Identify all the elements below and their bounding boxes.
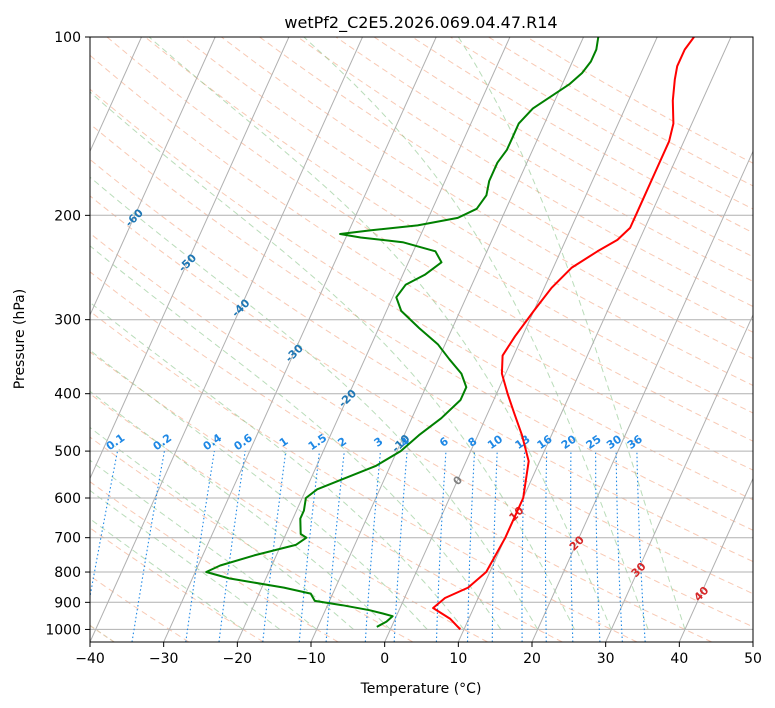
x-tick-label: 30 — [597, 651, 615, 667]
isotherm-gridline — [90, 37, 216, 317]
isotherm-gridline — [678, 477, 753, 642]
y-tick-label: 400 — [54, 387, 81, 403]
y-tick-label: 100 — [54, 30, 81, 46]
y-tick-label: 900 — [54, 595, 81, 611]
dry-adiabat — [221, 37, 753, 360]
y-tick-label: 800 — [54, 565, 81, 581]
y-axis: 100 200 300 400 500 600 700 800 900 1000 — [45, 30, 90, 638]
mixing-ratio-line — [364, 451, 382, 642]
isotherm-gridline — [90, 37, 363, 642]
mixing-ratio-line — [262, 451, 287, 642]
dry-adiabat — [90, 310, 638, 642]
y-axis-label: Pressure (hPa) — [12, 289, 28, 389]
dry-adiabat — [90, 232, 753, 628]
x-axis-label: Temperature (°C) — [360, 681, 482, 697]
dewpoint-profile-line — [205, 37, 600, 628]
mixing-ratio-line — [185, 451, 215, 642]
x-tick-label: −30 — [149, 651, 179, 667]
dry-adiabat — [90, 88, 753, 501]
moist-adiabat — [90, 426, 354, 630]
x-tick-label: 50 — [744, 651, 762, 667]
isotherm-gridline — [90, 37, 290, 480]
chart-title: wetPf2_C2E5.2026.069.04.47.R14 — [284, 13, 557, 33]
dry-adiabat — [90, 481, 339, 642]
moist-adiabat — [148, 37, 612, 630]
moist-adiabat — [457, 37, 686, 630]
dry-adiabat — [106, 37, 753, 442]
plot-frame — [89, 36, 754, 643]
isotherm-gridline — [310, 37, 584, 642]
mixing-ratio-lines — [90, 450, 646, 642]
isotherm-gridline — [163, 37, 437, 642]
isotherm-gridline — [384, 37, 658, 642]
dry-adiabat — [90, 351, 563, 642]
moist-adiabat — [90, 349, 428, 630]
isotherm-gridline — [236, 37, 511, 642]
dry-adiabat — [144, 37, 753, 414]
mixing-ratio-line — [218, 451, 246, 642]
y-tick-label: 700 — [54, 531, 81, 547]
moist-adiabat — [90, 518, 244, 630]
temperature-profile-line — [432, 37, 695, 631]
isotherm-gridline — [90, 37, 142, 153]
mixing-ratio-line — [298, 451, 321, 642]
x-tick-label: 40 — [670, 651, 688, 667]
moist-adiabat — [90, 489, 281, 630]
y-tick-label: 300 — [54, 313, 81, 329]
moist-adiabat — [90, 245, 502, 630]
y-tick-label: 1000 — [45, 622, 81, 638]
x-tick-label: −10 — [296, 651, 326, 667]
x-axis: −40 −30 −20 −10 0 10 20 30 40 50 — [75, 642, 762, 667]
profile-lines — [205, 37, 695, 631]
dry-adiabat — [90, 123, 753, 531]
x-tick-label: 10 — [449, 651, 467, 667]
x-tick-label: 0 — [380, 651, 389, 667]
dry-adiabat — [259, 37, 753, 333]
dry-adiabat — [90, 195, 753, 595]
isotherm-gridline — [605, 313, 753, 642]
x-tick-label: 20 — [523, 651, 541, 667]
dry-adiabat — [90, 54, 753, 471]
y-tick-label: 200 — [54, 208, 81, 224]
moist-adiabat — [303, 37, 649, 630]
isotherm-gridline — [531, 150, 753, 642]
mixing-ratio-line — [325, 451, 345, 642]
dry-adiabat — [90, 436, 414, 642]
y-tick-label: 500 — [54, 444, 81, 460]
dry-adiabat — [297, 37, 753, 308]
x-tick-label: −40 — [75, 651, 105, 667]
y-tick-label: 600 — [54, 491, 81, 507]
moist-adiabat — [90, 301, 465, 630]
x-tick-label: −20 — [223, 651, 253, 667]
moist-adiabat — [90, 390, 391, 630]
